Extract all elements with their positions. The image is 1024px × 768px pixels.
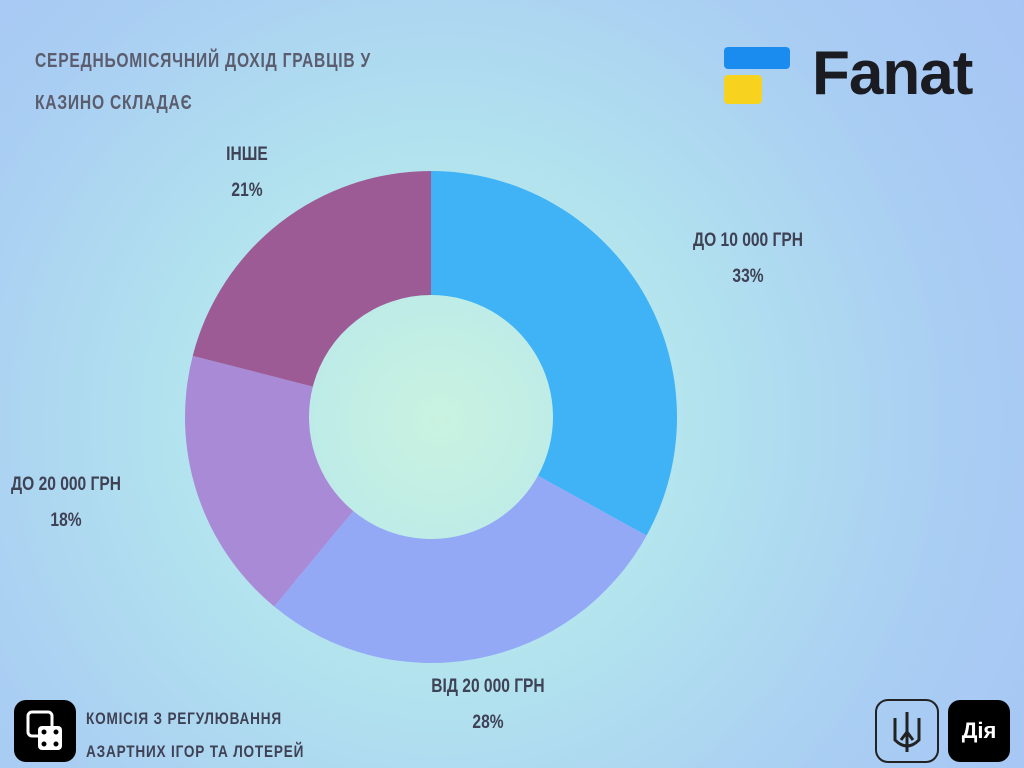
chart-title: СЕРЕДНЬОМІСЯЧНИЙ ДОХІД ГРАВЦІВ У КАЗИНО …	[35, 50, 372, 114]
value-label: 21%	[231, 179, 262, 201]
segment-label: ІНШЕ	[226, 143, 268, 165]
trident-icon	[875, 699, 939, 763]
value-label: 28%	[472, 711, 503, 733]
donut-segment	[185, 355, 354, 607]
footer-line: АЗАРТНИХ ІГОР ТА ЛОТЕРЕЙ	[86, 742, 305, 761]
segment-label: ДО 20 000 ГРН	[11, 473, 121, 495]
value-label: 33%	[732, 265, 763, 287]
segment-label: ВІД 20 000 ГРН	[431, 675, 544, 697]
segment-label: ДО 10 000 ГРН	[693, 229, 803, 251]
donut-segment	[431, 171, 677, 536]
donut-segment	[192, 171, 431, 387]
logo: Fanat	[812, 39, 973, 108]
footer-text: КОМІСІЯ З РЕГУЛЮВАННЯ АЗАРТНИХ ІГОР ТА Л…	[86, 702, 304, 768]
donut-segment	[274, 475, 647, 663]
footer-line: КОМІСІЯ З РЕГУЛЮВАННЯ	[86, 709, 282, 728]
logo-icon	[724, 47, 790, 104]
value-label: 18%	[50, 509, 81, 531]
diia-badge: Дія	[948, 700, 1010, 762]
dice-icon	[14, 700, 76, 762]
